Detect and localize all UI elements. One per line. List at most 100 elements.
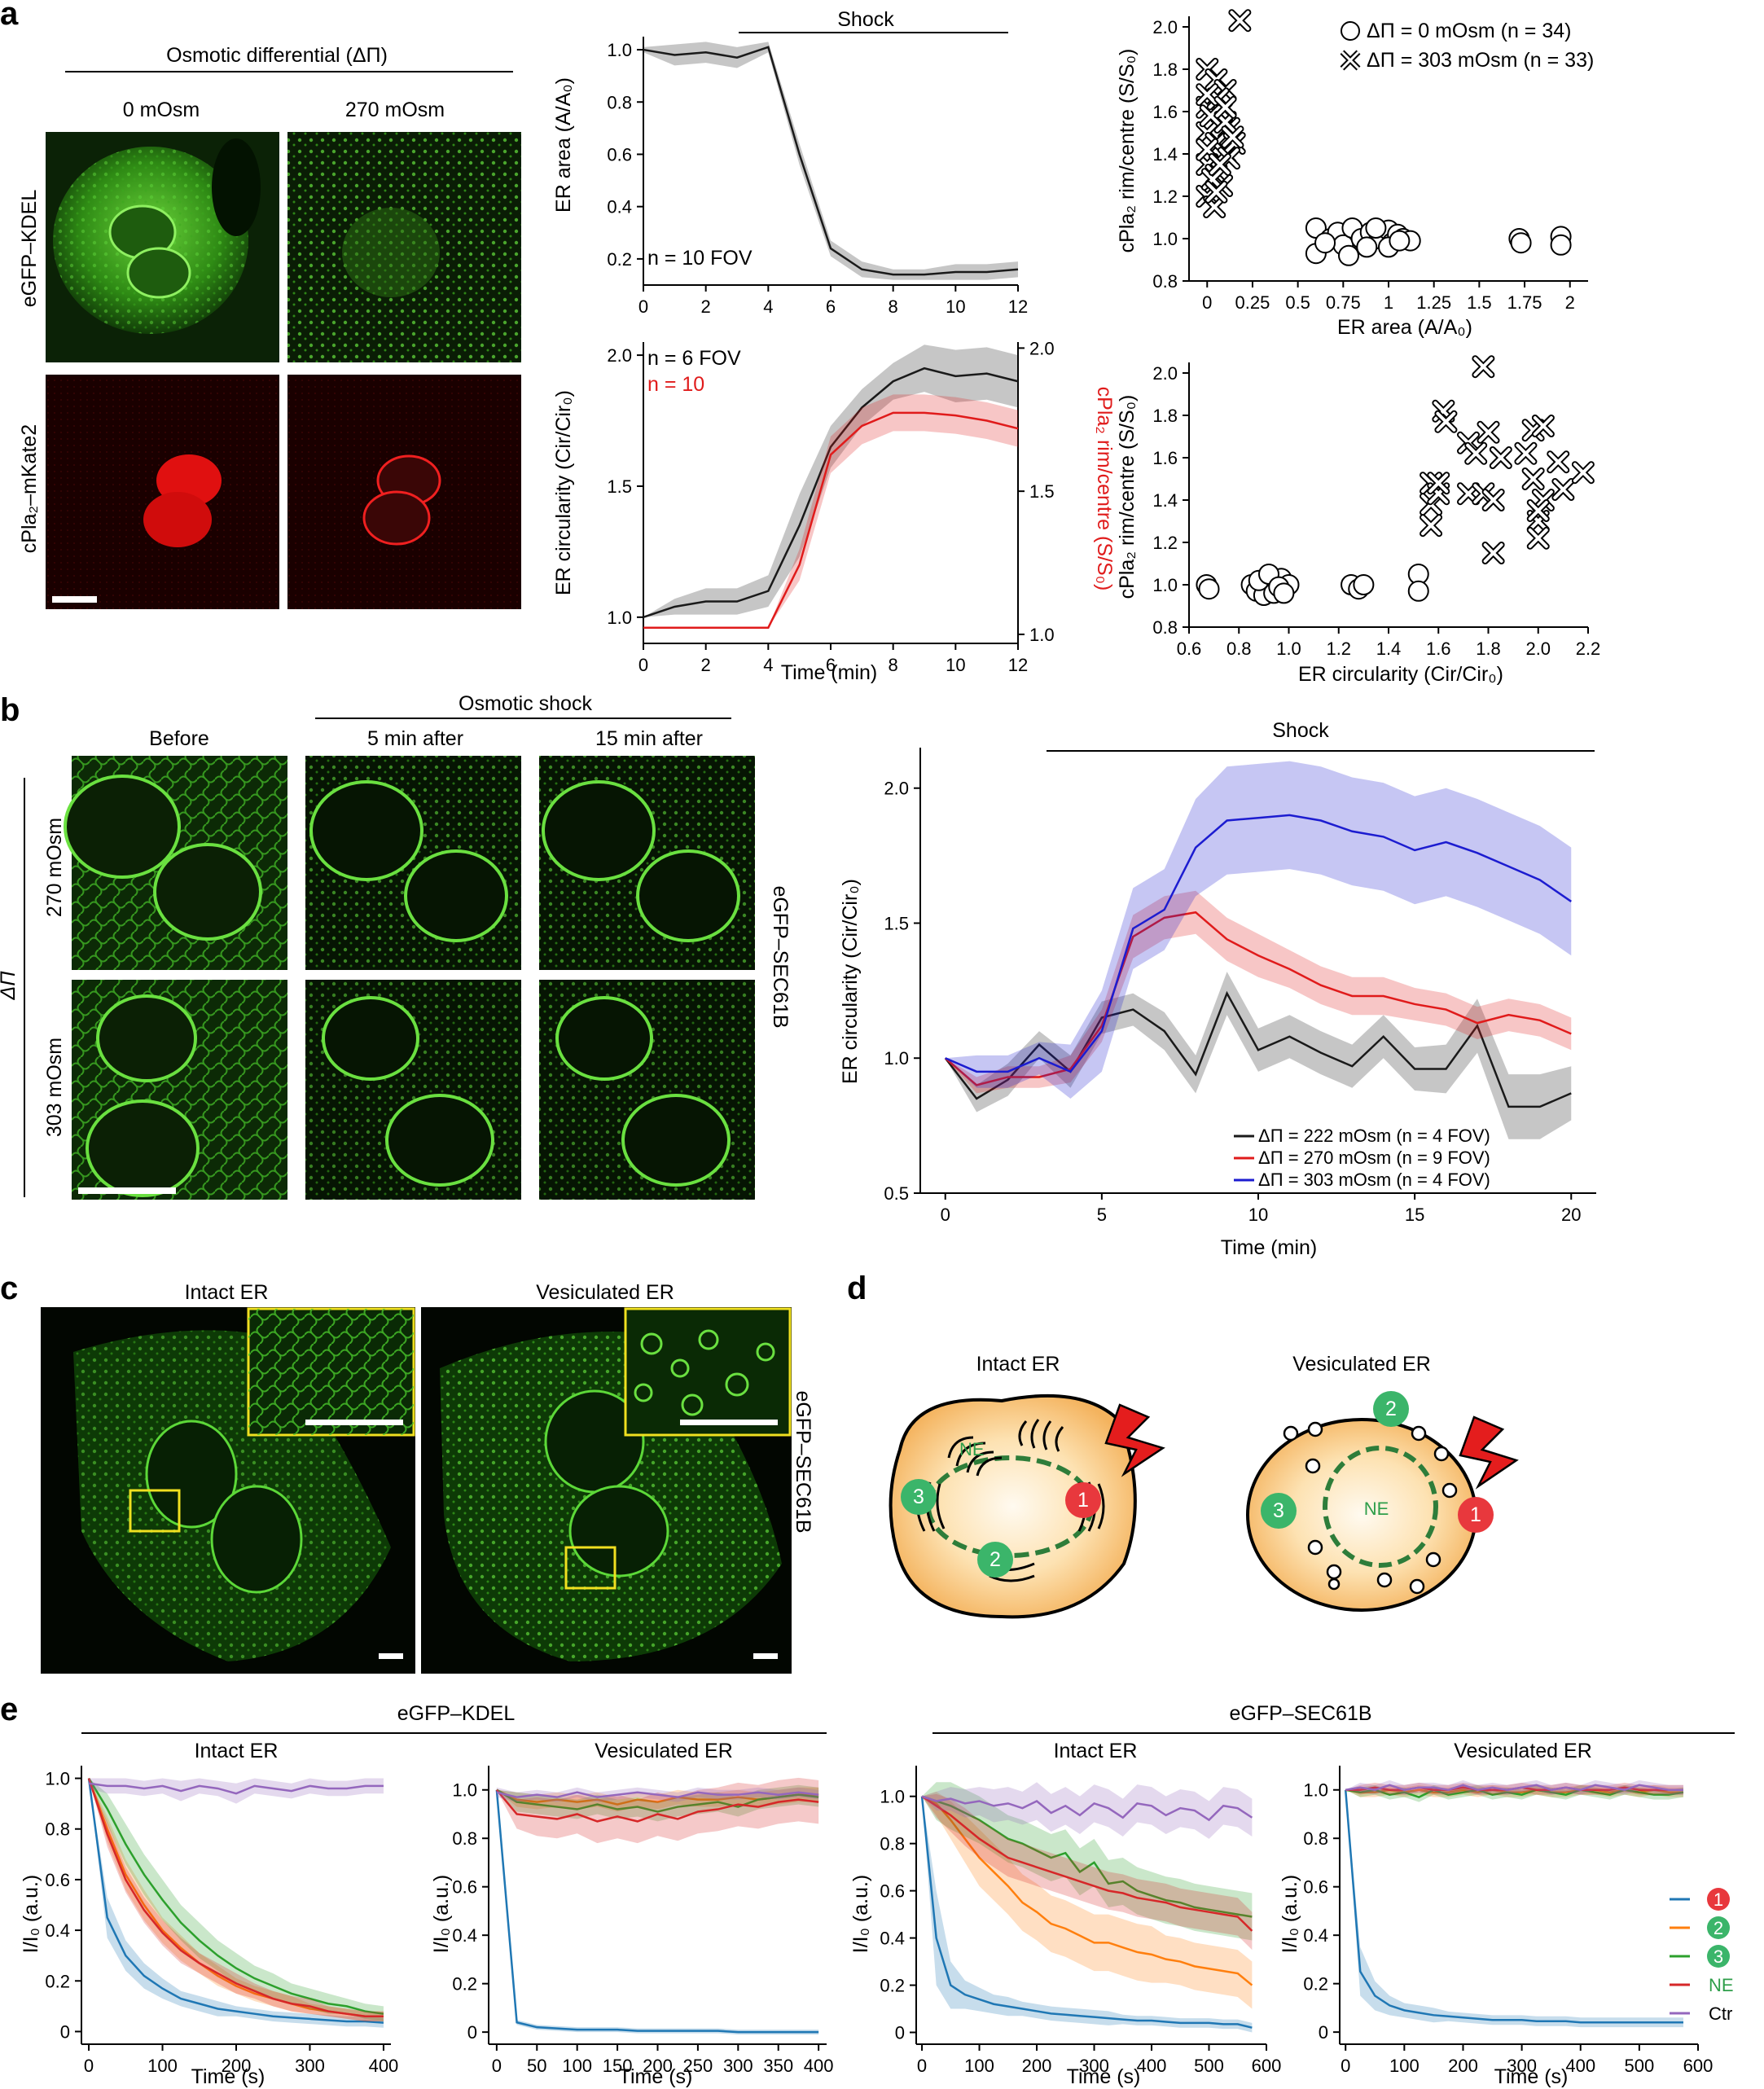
cross-fill	[1436, 411, 1456, 432]
micrograph-b-303-15min	[539, 980, 755, 1200]
ylabel-scatter2: cPla₂ rim/centre (S/S₀)	[1116, 395, 1139, 599]
cross-fill	[1533, 490, 1553, 510]
diagram-vesiculated-er: NE 2 3 1	[1246, 1391, 1519, 1612]
chart-e-kdel-intact: 0 0.2 0.4 0.6 0.8 1.0 0 100 200 300 400	[45, 1766, 398, 2076]
x-tick-label: 0	[638, 655, 648, 675]
y-tick-label: 1.0	[1152, 575, 1178, 595]
panel-label-e: e	[0, 1692, 18, 1727]
x-tick-label: 1.4	[1376, 639, 1402, 659]
legend-b: ΔΠ = 222 mOsm (n = 4 FOV) ΔΠ = 270 mOsm …	[1234, 1126, 1490, 1190]
y-tick-label: 1.4	[1152, 144, 1178, 165]
y-tick-label: 0.8	[1152, 271, 1178, 292]
legend-e-3-badge	[1707, 1945, 1730, 1968]
y-tick-label: 0.8	[452, 1828, 477, 1849]
x-tick-label: 1.0	[1276, 639, 1301, 659]
x-tick-label: 2	[1565, 292, 1575, 313]
series-band-ΔΠ = 222 mOsm (n = 4 FOV)	[945, 972, 1572, 1139]
series-band-NE	[922, 1793, 1253, 1951]
cross-fill	[1553, 480, 1573, 499]
cross-fill	[1200, 106, 1221, 126]
x-tick-label: 1.75	[1507, 292, 1542, 313]
series-line-ΔΠ = 222 mOsm (n = 4 FOV)	[944, 990, 1572, 1108]
scatter-cross-point	[1481, 489, 1505, 511]
y-tick-label: 0.4	[1303, 1925, 1328, 1946]
y-tick-label: 0.4	[880, 1929, 905, 1949]
x-tick-label: 350	[763, 2056, 793, 2076]
chart-e-sec61b-intact: 0 0.2 0.4 0.6 0.8 1.0 0 100 200 300 400 500 600	[880, 1766, 1281, 2076]
y-tick-label: 1.5	[607, 476, 632, 497]
scatter-circle-point	[1550, 234, 1572, 256]
x-tick-label: 300	[295, 2056, 325, 2076]
cross-fill	[1466, 443, 1486, 463]
badge-3-intact-text: 3	[913, 1486, 924, 1508]
y-tick-label: 2.0	[1152, 17, 1178, 37]
chart-scatter-area: 0.8 1.0 1.2 1.4 1.6 1.8 2.0 0 0.25 0.5 0.75 1 1.25 1.…	[1152, 9, 1588, 313]
osmotic-differential-header: Osmotic differential (ΔΠ)	[166, 44, 388, 67]
e-xlabel-3: Time (s)	[1067, 2065, 1141, 2088]
cross-fill	[1222, 127, 1243, 147]
xlabel-scatter1: ER area (A/A₀)	[1337, 316, 1472, 339]
series-band-1	[643, 394, 1018, 628]
scatter-cross-point	[1547, 450, 1570, 474]
y-tick-label: 1.0	[1152, 229, 1178, 249]
series-line-1	[643, 411, 1019, 629]
y-tick-label: 1.0	[45, 1769, 70, 1789]
scatter-cross-point	[1199, 104, 1222, 128]
e-ylabel-2: I/I₀ (a.u.)	[430, 1875, 453, 1954]
e-group-kdel: eGFP–KDEL	[397, 1702, 516, 1725]
x-tick-label: 0.5	[1285, 292, 1310, 313]
cross-fill	[1516, 443, 1536, 463]
cross-fill	[1215, 97, 1235, 117]
scatter-cross-point	[1221, 125, 1244, 149]
laser-bolt-vesiculated	[1459, 1415, 1519, 1490]
channel-sec61b-b: eGFP–SEC61B	[769, 885, 792, 1028]
scatter-cross-point	[1531, 415, 1555, 437]
micrograph-b-270-5min	[305, 756, 521, 970]
legend-e-2-badge	[1707, 1916, 1730, 1939]
x-tick-label: 1.8	[1476, 639, 1501, 659]
y-tick-label: 2.0	[884, 779, 909, 799]
x-tick-label: 4	[763, 296, 773, 317]
cross-fill	[1490, 448, 1511, 467]
x-tick-label: 5	[1097, 1205, 1107, 1225]
y-tick-label: 1.8	[1152, 406, 1178, 426]
scatter-cross-point	[1514, 441, 1538, 465]
scatter-cross-point	[1489, 446, 1512, 469]
badge-2-intact: 2	[977, 1542, 1013, 1578]
scatter-cross-point	[1526, 526, 1550, 550]
ylabel-cpla2: cPla₂ rim/centre (S/S₀)	[1093, 387, 1116, 591]
series-band-Ctr	[89, 1778, 384, 1804]
x-tick-label: 1.2	[1326, 639, 1351, 659]
scatter-cross-point	[1213, 95, 1237, 119]
legend-e-3: 3	[1714, 1946, 1723, 1967]
c-intact-scale	[379, 1653, 403, 1659]
scatter-cross-point	[1481, 542, 1505, 564]
y-tick-label: 0.8	[1303, 1828, 1328, 1849]
y-tick-label: 1.0	[607, 608, 632, 628]
x-tick-label: 0	[917, 2056, 927, 2076]
series-line-1	[495, 1789, 819, 2034]
y-tick-label: 0.4	[607, 197, 632, 217]
x-tick-label: 250	[683, 2056, 713, 2076]
scatter-circle-point	[1273, 582, 1295, 604]
e-xlabel-4: Time (s)	[1494, 2065, 1569, 2088]
shock-label-b: Shock	[1272, 719, 1329, 742]
panel-label-b: b	[0, 692, 20, 728]
series-line-3	[1345, 1788, 1684, 1799]
x-tick-label: 600	[1683, 2056, 1714, 2076]
cross-fill	[1428, 473, 1449, 494]
x-tick-label: 4	[763, 655, 773, 675]
scatter-cross-point	[1551, 478, 1575, 501]
x-tick-label: 1.6	[1426, 639, 1451, 659]
row-270mosm: 270 mOsm	[43, 818, 66, 917]
scatter-cross-point	[1208, 153, 1231, 176]
y-tick-label: 0.2	[45, 1971, 70, 1991]
cross-fill	[1573, 463, 1593, 483]
c-intact-inset-scale	[305, 1420, 403, 1425]
e-ylabel-1: I/I₀ (a.u.)	[20, 1875, 42, 1954]
badge-3-vesiculated-text: 3	[1273, 1499, 1284, 1522]
cross-fill	[1230, 11, 1250, 31]
d-intact-title: Intact ER	[976, 1353, 1060, 1376]
x-tick-label: 500	[1194, 2056, 1224, 2076]
cross-fill	[1206, 182, 1226, 202]
